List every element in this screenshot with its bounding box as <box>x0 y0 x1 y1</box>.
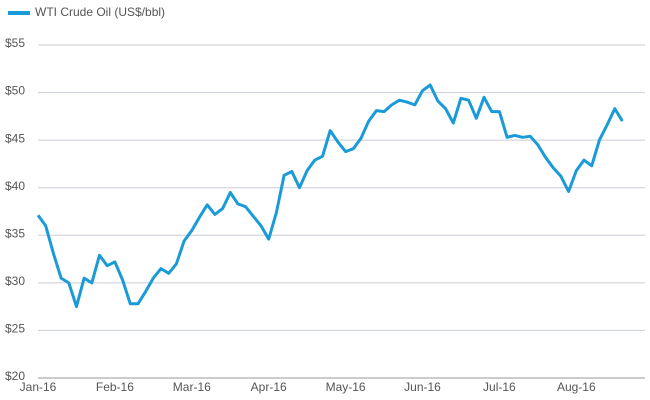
x-tick-label: Mar-16 <box>173 380 211 394</box>
y-tick-label: $25 <box>5 322 25 336</box>
data-line <box>36 83 624 309</box>
x-tick-label: Aug-16 <box>557 380 596 394</box>
legend-label: WTI Crude Oil (US$/bbl) <box>35 5 165 19</box>
y-tick-label: $35 <box>5 226 25 240</box>
x-tick-label: Jul-16 <box>483 380 516 394</box>
x-tick-label: May-16 <box>326 380 366 394</box>
y-tick-label: $30 <box>5 274 25 288</box>
y-tick-label: $50 <box>5 84 25 98</box>
y-tick-label: $40 <box>5 179 25 193</box>
x-tick-label: Apr-16 <box>251 380 287 394</box>
x-tick-label: Jun-16 <box>404 380 441 394</box>
y-tick-label: $45 <box>5 131 25 145</box>
y-tick-label: $55 <box>5 36 25 50</box>
y-tick-label: $20 <box>5 369 25 383</box>
x-tick-label: Feb-16 <box>96 380 134 394</box>
x-tick-label: Jan-16 <box>20 380 57 394</box>
